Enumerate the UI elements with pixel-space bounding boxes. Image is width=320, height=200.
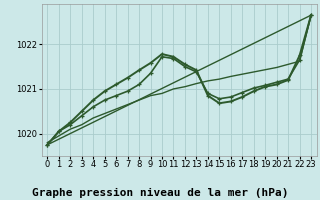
Text: Graphe pression niveau de la mer (hPa): Graphe pression niveau de la mer (hPa) [32,188,288,198]
